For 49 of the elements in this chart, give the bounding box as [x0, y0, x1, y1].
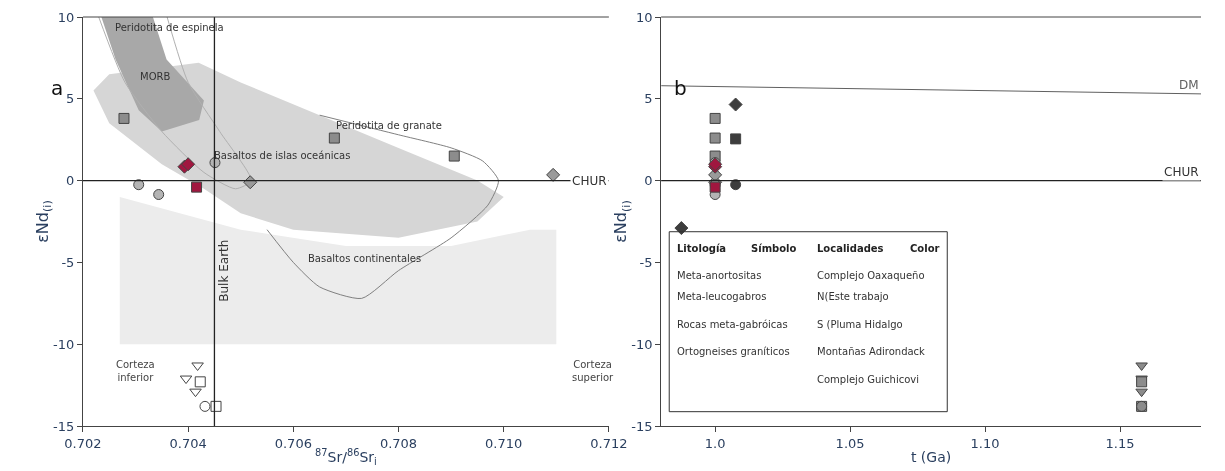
annotation: S (Pluma Hidalgo — [817, 319, 903, 330]
y-tick-label: 5 — [66, 91, 75, 107]
annotation: Meta-leucogabros — [677, 291, 767, 302]
annotation: Montañas Adirondack — [817, 346, 926, 357]
text: b — [674, 76, 687, 100]
y-tick-label: 10 — [635, 9, 653, 25]
ref-line-label: CHUR — [1164, 165, 1199, 179]
x-tick-label: 1.0 — [704, 435, 726, 451]
series-label: Peridotita de granate — [336, 120, 442, 131]
y-tick-label: 5 — [644, 91, 653, 107]
annotation: Ortogneises graníticos — [677, 346, 790, 357]
x-tick-label: 1.10 — [970, 435, 1000, 451]
series-label: DM — [1179, 78, 1199, 92]
y-tick-label: -5 — [61, 254, 75, 270]
series-label: MORB — [140, 71, 171, 82]
y-tick-label: -15 — [53, 418, 75, 434]
annotation: Color — [910, 243, 940, 254]
y-tick-label: 10 — [57, 9, 75, 25]
y-tick-label: 0 — [644, 173, 653, 189]
ref-line-label: Bulk Earth — [217, 239, 232, 302]
y-tick-label: -5 — [639, 254, 653, 270]
x-tick-label: 0.704 — [169, 435, 207, 451]
series-label: Basaltos de islas oceánicas — [214, 150, 351, 161]
series-label: Basaltos continentales — [308, 253, 422, 264]
annotation: Complejo Oaxaqueño — [817, 270, 925, 281]
annotation: Corteza superior — [572, 359, 615, 383]
x-tick-label: 0.706 — [274, 435, 312, 451]
y-tick-label: -10 — [631, 336, 653, 352]
x-axis-title: $^{87}$Sr/$^{86}$Sr$_{i}$ — [315, 447, 377, 467]
annotation: Litología — [677, 243, 727, 254]
y-tick-label: -15 — [631, 418, 653, 434]
y-tick-label: 0 — [66, 173, 75, 189]
x-tick-label: 0.710 — [485, 435, 523, 451]
annotation: Complejo Guichicovi — [817, 374, 919, 385]
x-tick-label: 1.15 — [1105, 435, 1135, 451]
annotation: Rocas meta-gabróicas — [677, 319, 788, 330]
annotation: N(Este trabajo — [817, 291, 889, 302]
x-tick-label: 1.05 — [835, 435, 865, 451]
x-tick-label: 0.702 — [64, 435, 102, 451]
annotation: Meta-anortositas — [677, 270, 762, 281]
annotation: Corteza inferior — [116, 359, 155, 383]
text: a — [51, 76, 64, 100]
annotation: Símbolo — [751, 243, 797, 254]
x-tick-label: 0.712 — [590, 435, 628, 451]
x-axis-title: t (Ga) — [910, 448, 952, 465]
x-tick-label: 0.708 — [379, 435, 418, 451]
ref-line-label: CHUR — [572, 174, 607, 188]
y-tick-label: -10 — [53, 336, 75, 352]
annotation: Localidades — [817, 243, 884, 254]
